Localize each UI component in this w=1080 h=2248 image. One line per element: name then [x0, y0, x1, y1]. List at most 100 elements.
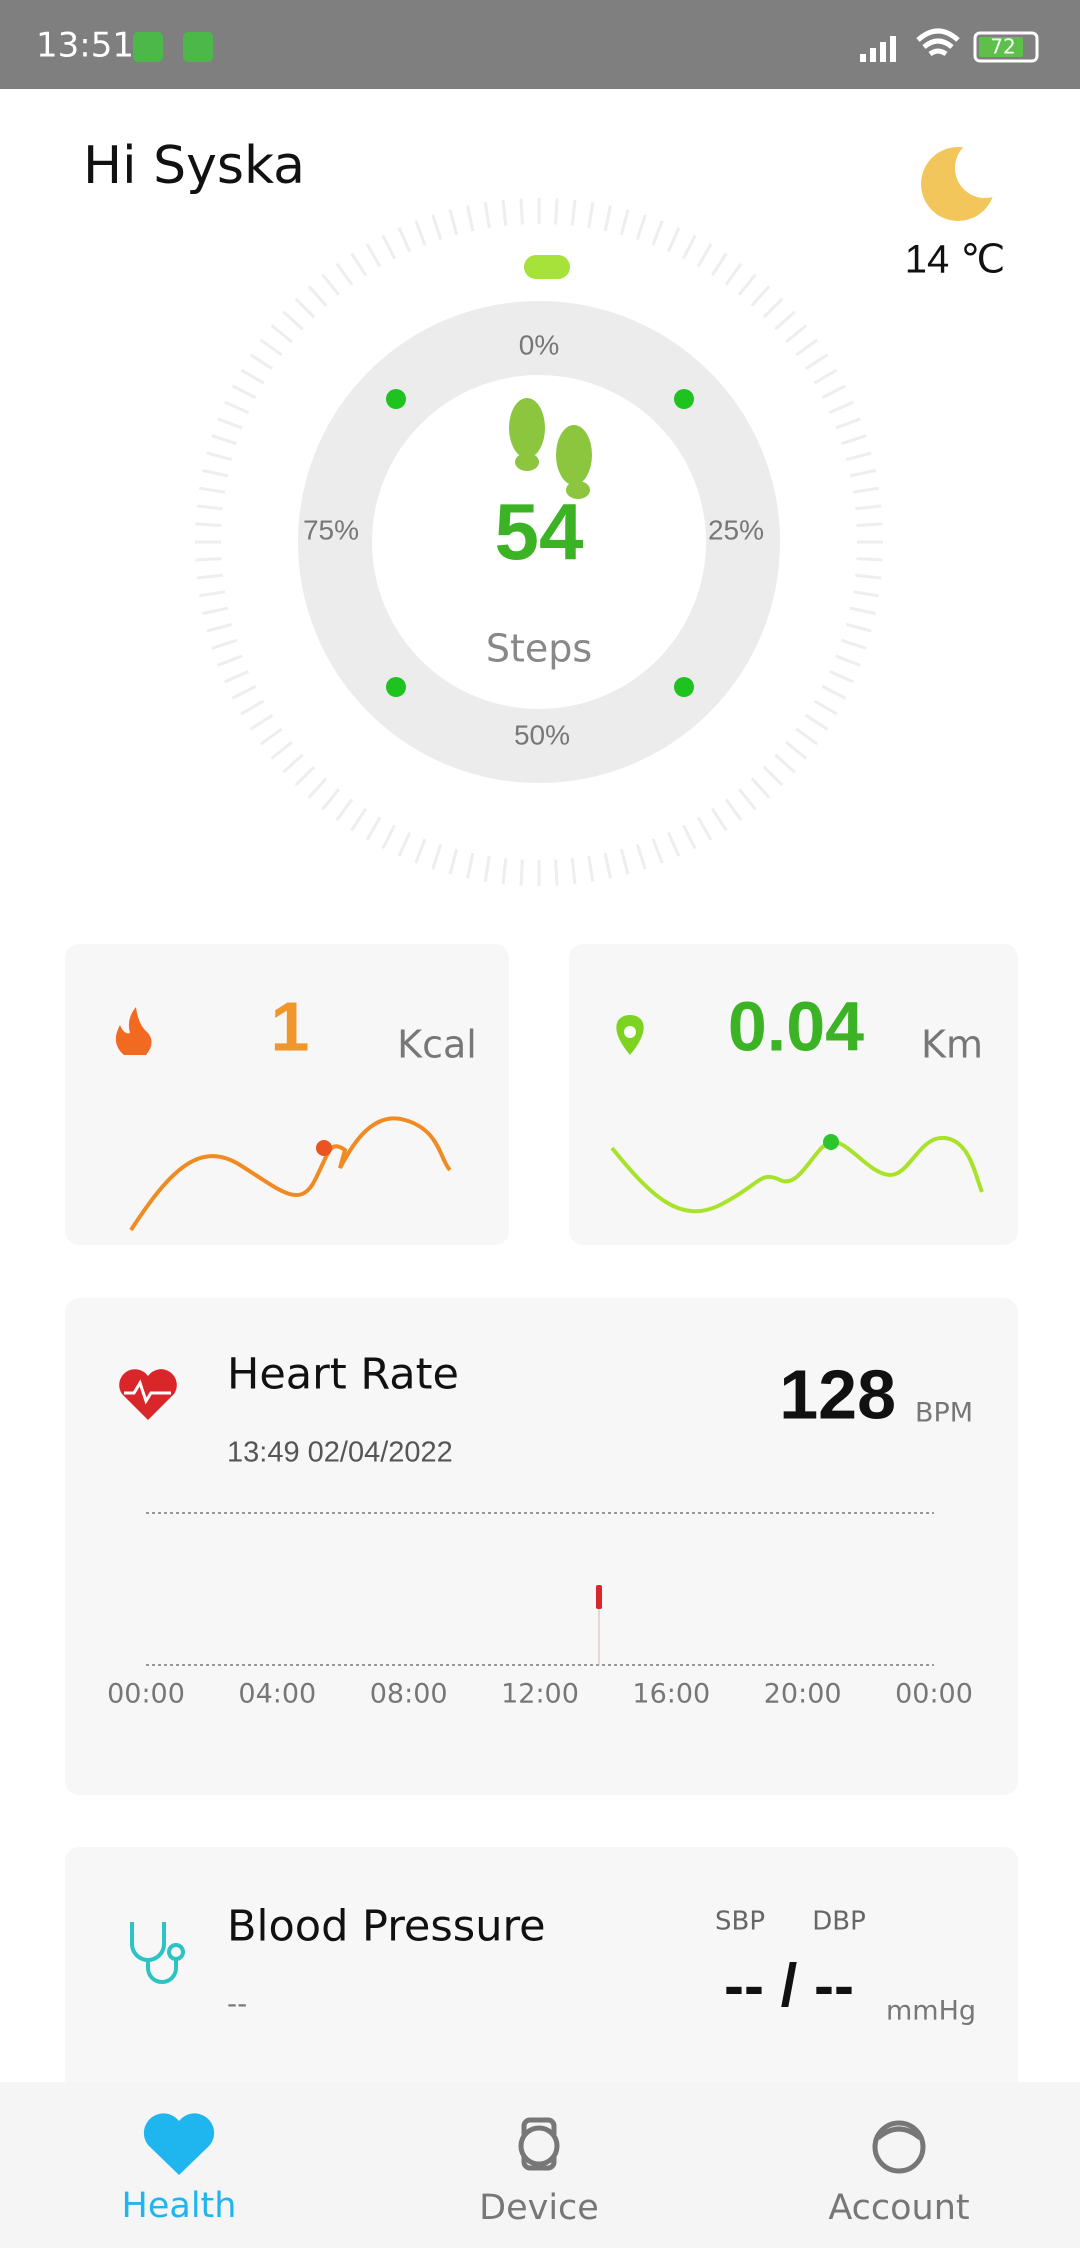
ring-tick	[795, 338, 819, 357]
time-label: 04:00	[238, 1679, 316, 1710]
ring-tick	[804, 713, 829, 731]
ring-tick	[307, 285, 328, 307]
ring-tick	[750, 777, 771, 799]
stethoscope-icon-end	[167, 1943, 185, 1961]
ring-tick	[852, 590, 879, 598]
ring-tick	[737, 273, 757, 296]
signal-icon	[860, 36, 896, 62]
ring-tick	[202, 469, 229, 478]
ring-tick	[365, 243, 382, 268]
blood-pressure-subtitle: --	[227, 1987, 247, 2020]
ring-tick	[821, 685, 847, 700]
ring-tick	[666, 831, 681, 857]
tick-ring	[195, 198, 883, 886]
ring-tick	[294, 297, 316, 319]
ring-tick	[501, 199, 508, 226]
ring-tick	[217, 654, 243, 667]
ring-tick	[501, 858, 508, 885]
ring-tick	[397, 831, 412, 857]
location-icon-dot	[624, 1026, 636, 1038]
ring-tick	[774, 753, 796, 774]
ring-tick	[710, 252, 728, 277]
ring-tick	[519, 859, 524, 886]
distance-curve	[610, 1135, 984, 1214]
ring-tick	[813, 699, 838, 716]
blood-pressure-card[interactable]	[65, 1847, 1018, 2107]
ring-tick	[231, 384, 257, 399]
heart-rate-card[interactable]	[65, 1298, 1018, 1795]
ring-tick	[249, 713, 274, 731]
ring-tick	[682, 824, 697, 850]
ring-tick	[774, 310, 796, 331]
ring-tick	[710, 807, 728, 832]
ring-tick	[849, 469, 876, 478]
heart-icon	[119, 1369, 177, 1420]
time-label: 12:00	[501, 1679, 579, 1710]
account-icon-hair	[876, 2126, 922, 2140]
weather-icon-cut	[955, 138, 1015, 198]
ring-tick	[224, 669, 250, 684]
ring-tick	[350, 807, 368, 832]
ring-tick	[813, 368, 838, 385]
ring-tick	[414, 220, 427, 246]
nav-item[interactable]: Device	[479, 2188, 599, 2228]
health-icon[interactable]	[143, 2113, 215, 2175]
distance-card[interactable]	[569, 944, 1018, 1245]
ring-tick	[835, 654, 861, 667]
ring-tick	[448, 209, 459, 236]
ring-tick	[603, 205, 612, 232]
stethoscope-icon	[130, 1922, 178, 1984]
ring-tick	[259, 338, 283, 357]
progress-label: 75%	[303, 514, 359, 545]
ring-tick	[307, 777, 328, 799]
reading-mark	[596, 1585, 602, 1609]
ring-tick	[619, 209, 630, 236]
ring-tick	[840, 638, 867, 650]
account-icon[interactable]	[872, 2120, 926, 2174]
ring-tick	[737, 788, 757, 811]
ring-tick	[365, 816, 382, 841]
time-axis: 00:00 04:00 08:00 12:00 16:00 20:00 00:00	[107, 1679, 973, 1710]
temperature: 14 ℃	[905, 238, 1006, 282]
ring-tick	[321, 273, 341, 296]
ring-tick	[849, 606, 876, 615]
ring-tick	[852, 486, 879, 494]
ring-tick	[855, 573, 882, 580]
ring-tick	[270, 324, 293, 344]
ring-tick	[240, 368, 265, 385]
time-label: 08:00	[370, 1679, 448, 1710]
calories-curve	[129, 1116, 452, 1232]
nav-item[interactable]: Account	[828, 2188, 969, 2228]
blood-pressure-value: -- / --	[724, 1952, 854, 2019]
ring-tick	[651, 838, 664, 864]
steps-value: 54	[495, 487, 584, 576]
battery-level	[979, 37, 1023, 57]
ring-tick	[724, 262, 743, 286]
ring-tick	[259, 727, 283, 746]
curve-point	[316, 1140, 332, 1156]
curve-point	[823, 1134, 839, 1150]
blood-pressure-unit: mmHg	[886, 1996, 976, 2027]
ring-tick	[270, 740, 293, 760]
progress-label: 50%	[514, 719, 570, 750]
ring-tick	[206, 622, 233, 633]
ring-tick	[587, 855, 595, 882]
ring-tick	[397, 227, 412, 253]
ring-tick	[202, 606, 229, 615]
ring-tick	[249, 353, 274, 371]
ring-tick	[651, 220, 664, 246]
ring-tick	[762, 765, 784, 787]
nav-item[interactable]: Health	[122, 2186, 237, 2226]
ring-tick	[828, 400, 854, 415]
ring-tick	[821, 384, 847, 399]
ring-tick	[381, 824, 396, 850]
ring-tick	[856, 522, 883, 527]
wifi-icon	[916, 28, 960, 57]
calories-card[interactable]	[65, 944, 509, 1245]
ring-tick	[666, 227, 681, 253]
ring-tick	[835, 417, 861, 430]
ring-tick	[635, 843, 647, 870]
ring-tick	[804, 353, 829, 371]
ring-tick	[431, 843, 443, 870]
ring-tick	[240, 699, 265, 716]
